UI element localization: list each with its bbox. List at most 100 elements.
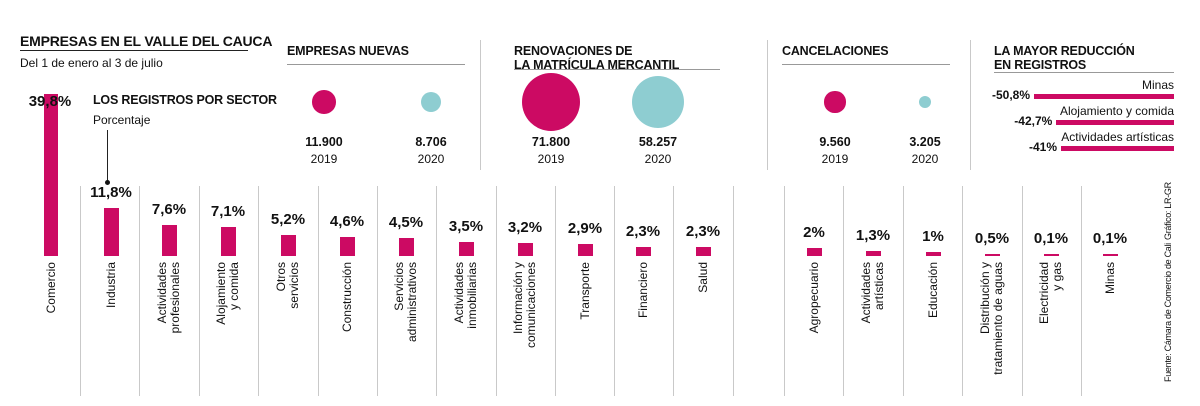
sector-divider [377,186,378,396]
bubble-2019 [312,90,336,114]
sector-category-line: comunicaciones [524,262,538,349]
sector-value: 2,3% [685,222,721,240]
bubble-2020 [918,95,932,109]
sector-category-label: Actividades artísticas [859,262,886,402]
sector-bar [44,94,58,256]
sector-category-line: tratamiento de aguas [991,262,1005,375]
sector-category-line: administrativos [405,262,419,343]
sector-bar [339,237,355,256]
bubble-panel-title-line: LA MATRÍCULA MERCANTIL [514,58,680,72]
sector-category-line: Industria [103,262,118,309]
sector-category-label: Actividades profesionales [155,262,182,402]
sector-divider [1081,186,1082,396]
bubble-2019 [824,91,846,113]
sector-value: 3,5% [448,217,484,235]
sector-divider [496,186,497,396]
bubble-panel-rule [514,69,720,70]
sector-bar [577,244,593,256]
sector-value: 4,6% [329,213,365,231]
callout-line [107,130,108,182]
bubble-value-2020: 3.205 [909,135,941,149]
sector-divider [258,186,259,396]
sector-bar [695,246,711,256]
sector-value: 7,1% [210,203,246,221]
chart-subtitle: Del 1 de enero al 3 de julio [20,56,163,70]
sector-category-line: Agropecuario [806,262,821,334]
bubble-panel-rule [782,64,950,65]
sector-divider [1022,186,1023,396]
sector-divider [843,186,844,396]
reduction-value: -41% [1028,140,1057,154]
sector-category-label: Alojamiento y comida [214,262,241,402]
sector-category-line: Minas [1102,262,1117,295]
sector-value: 3,2% [507,218,543,236]
sector-category-line: y comida [227,262,241,311]
sector-category-label: Salud [696,262,710,402]
sector-value: 0,1% [1092,230,1128,247]
sector-category-line: artísticas [872,262,886,311]
reduction-bar [1056,120,1174,125]
sector-category-line: servicios [287,262,301,309]
sector-category-line: Educación [925,262,940,319]
reduction-title-line: EN REGISTROS [994,58,1087,72]
bubble-value-2019: 9.560 [819,135,851,149]
bubble-panel-title: EMPRESAS NUEVAS [287,44,409,58]
bubble-value-2019: 71.800 [531,135,571,149]
reduction-rule [994,72,1174,73]
sector-bar [1043,254,1059,256]
bubble-2019 [522,73,580,131]
sector-category-label: Otros servicios [274,262,301,402]
bubble-year-2020: 2020 [417,152,445,166]
bubble-year-2019: 2019 [537,152,565,166]
sector-divider [80,186,81,396]
sector-category-line: inmobiliarias [465,262,479,329]
bubble-value-2020: 8.706 [415,135,447,149]
bubble-2020 [631,75,685,129]
sector-category-label: Industria [103,262,118,402]
sector-category-label: Servicios administrativos [392,262,419,402]
sector-bar [865,250,881,256]
sector-divider [673,186,674,396]
sector-category-label: Actividades inmobiliarias [452,262,479,402]
reduction-bar [1061,146,1174,151]
sector-divider [733,186,734,396]
sector-chart-title: LOS REGISTROS POR SECTOR [93,93,277,107]
bubble-2020 [420,91,442,113]
sector-chart-ylabel: Porcentaje [93,113,151,127]
sector-bar [806,247,822,256]
sector-bar [925,251,941,256]
reduction-bar [1034,94,1174,99]
sector-category-line: Comercio [43,262,58,314]
sector-category-label: Comercio [43,262,58,402]
sector-bar [161,225,177,256]
sector-divider [962,186,963,396]
sector-bar [1102,254,1118,256]
bubble-year-2020: 2020 [644,152,672,166]
graphic-credit: Gráfico: LR-GR [1163,182,1173,240]
panel-divider [767,40,768,170]
chart-title: EMPRESAS EN EL VALLE DEL CAUCA [20,33,273,49]
sector-category-label: Educación [925,262,940,402]
sector-category-line: y gas [1050,262,1064,291]
sector-category-label: Distribución y tratamiento de aguas [978,262,1005,402]
sector-category-line: Construcción [339,262,354,333]
reduction-value: -50,8% [991,88,1030,102]
bubble-value-2020: 58.257 [638,135,678,149]
sector-bar [458,241,474,256]
sector-divider [555,186,556,396]
sector-value: 7,6% [151,201,187,219]
sector-bar [517,242,533,256]
sector-category-line: Financiero [635,262,650,319]
source-note: Fuente: Cámara de Comercio de Cali [1163,243,1173,382]
reduction-category: Alojamiento y comida [1059,104,1174,118]
sector-value: 0,1% [1033,230,1069,247]
sector-divider [318,186,319,396]
reduction-value: -42,7% [1014,114,1053,128]
sector-category-label: Agropecuario [806,262,821,402]
sector-category-label: Financiero [635,262,650,402]
reduction-title-line: LA MAYOR REDUCCIÓN [994,44,1135,58]
sector-divider [436,186,437,396]
reduction-category: Minas [1141,78,1174,92]
sector-category-line: Transporte [577,262,592,320]
sector-divider [614,186,615,396]
